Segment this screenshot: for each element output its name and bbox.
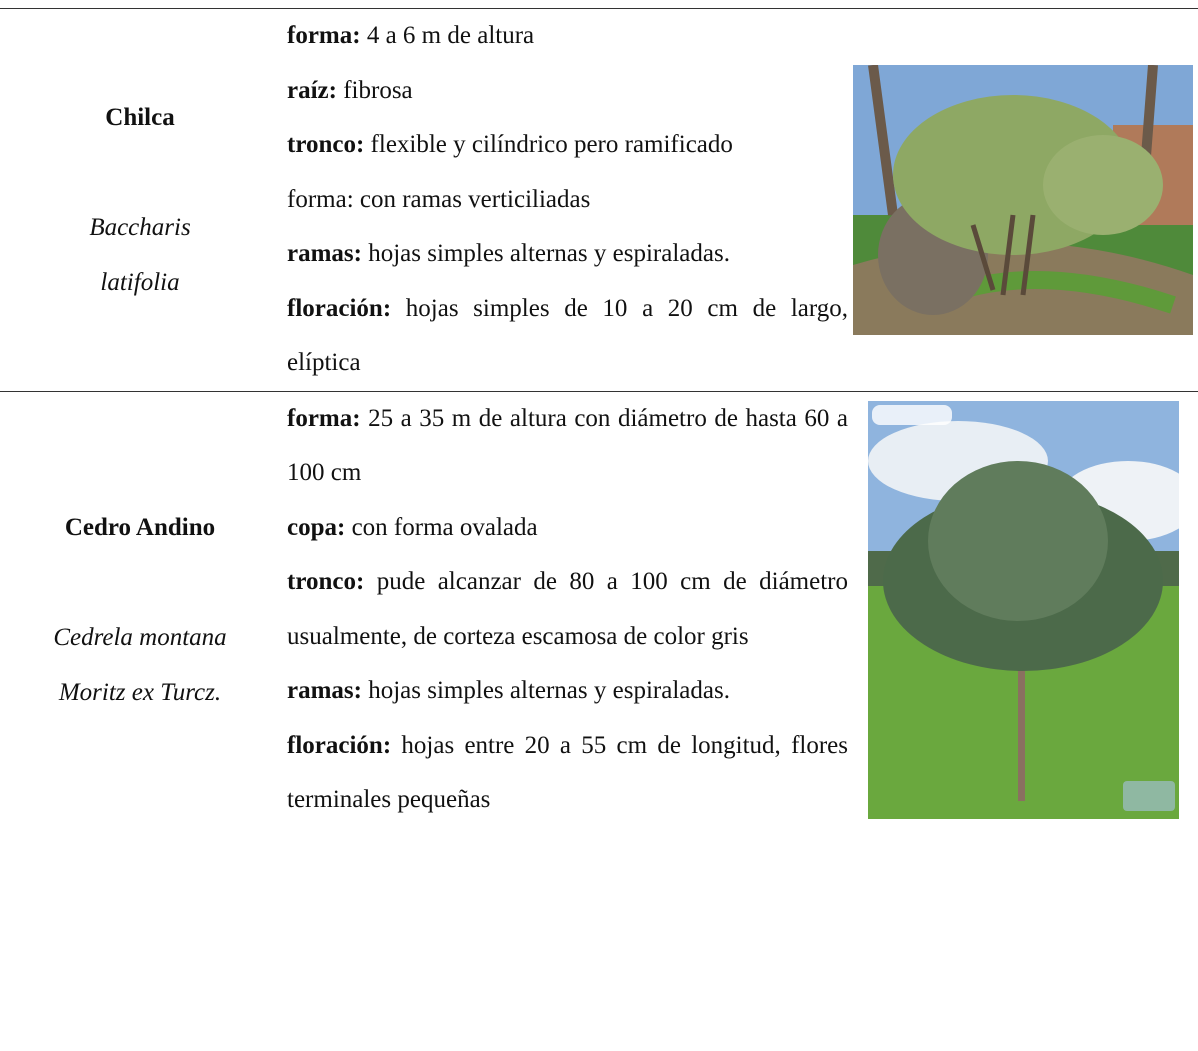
description-text: hojas simples alternas y espiraladas.	[368, 240, 730, 267]
description-text: 4 a 6 m de altura	[366, 22, 535, 49]
description-text: fibrosa	[343, 76, 413, 104]
description-item: forma: con ramas verticiliadas	[287, 173, 848, 228]
description-item: copa: con forma ovalada	[287, 501, 848, 556]
photo-cedro	[867, 400, 1179, 819]
scientific-name: latifolia	[100, 268, 180, 296]
description-label: floración:	[287, 731, 392, 759]
description-text: forma: con ramas verticiliadas	[287, 185, 591, 213]
image-cell	[848, 392, 1198, 828]
description-item: floración: hojas simples de 10 a 20 cm d…	[287, 282, 848, 391]
common-name: Cedro Andino	[64, 513, 216, 541]
description-item: raíz: fibrosa	[287, 64, 848, 119]
name-cell: Cedro Andino Cedrela montana Moritz ex Tur…	[0, 392, 280, 828]
table-row: Cedro Andino Cedrela montana Moritz ex Tur…	[0, 390, 1198, 828]
description-text: hojas simples alternas y espiraladas.	[368, 677, 730, 704]
description-label: ramas:	[287, 677, 362, 704]
description-cell: forma: 4 a 6 m de altura raíz: fibrosa tro…	[287, 9, 848, 391]
description-label: ramas:	[287, 240, 362, 267]
document: Chilca Baccharis latifolia forma: 4 a 6 m d…	[0, 8, 1198, 1051]
scientific-name: Cedrela montana	[53, 623, 227, 651]
description-label: tronco:	[287, 568, 365, 595]
photo-chilca	[853, 64, 1193, 335]
description-text: flexible y cilíndrico pero ramificado	[370, 131, 733, 158]
description-item: forma: 25 a 35 m de altura con diámetro …	[287, 392, 848, 501]
description-item: ramas: hojas simples alternas y espirala…	[287, 664, 848, 719]
description-text: hojas simples de 10 a 20 cm de largo, el…	[287, 294, 848, 377]
description-cell: forma: 25 a 35 m de altura con diámetro …	[287, 392, 848, 828]
scientific-name: Baccharis	[89, 213, 191, 241]
description-label: forma:	[287, 404, 361, 432]
common-name: Chilca	[105, 103, 175, 131]
description-label: copa:	[287, 513, 346, 541]
scientific-name: Moritz ex Turcz.	[58, 678, 222, 706]
description-text: con forma ovalada	[351, 513, 538, 541]
description-text: 25 a 35 m de altura con diámetro de hast…	[287, 404, 848, 487]
name-cell: Chilca Baccharis latifolia	[0, 9, 280, 391]
description-text: hojas entre 20 a 55 cm de longitud, flor…	[287, 731, 848, 814]
image-cell	[848, 9, 1198, 391]
description-item: tronco: flexible y cilíndrico pero ramif…	[287, 118, 848, 173]
description-label: tronco:	[287, 131, 365, 158]
description-label: forma:	[287, 22, 361, 49]
table-row: Chilca Baccharis latifolia forma: 4 a 6 m d…	[0, 9, 1198, 391]
description-item: ramas: hojas simples alternas y espirala…	[287, 227, 848, 282]
description-text: pude alcanzar de 80 a 100 cm de diámetro…	[287, 568, 848, 650]
description-item: tronco: pude alcanzar de 80 a 100 cm de …	[287, 555, 848, 664]
description-item: floración: hojas entre 20 a 55 cm de lon…	[287, 719, 848, 828]
description-label: raíz:	[287, 76, 337, 104]
description-label: floración:	[287, 294, 392, 322]
description-item: forma: 4 a 6 m de altura	[287, 9, 848, 64]
